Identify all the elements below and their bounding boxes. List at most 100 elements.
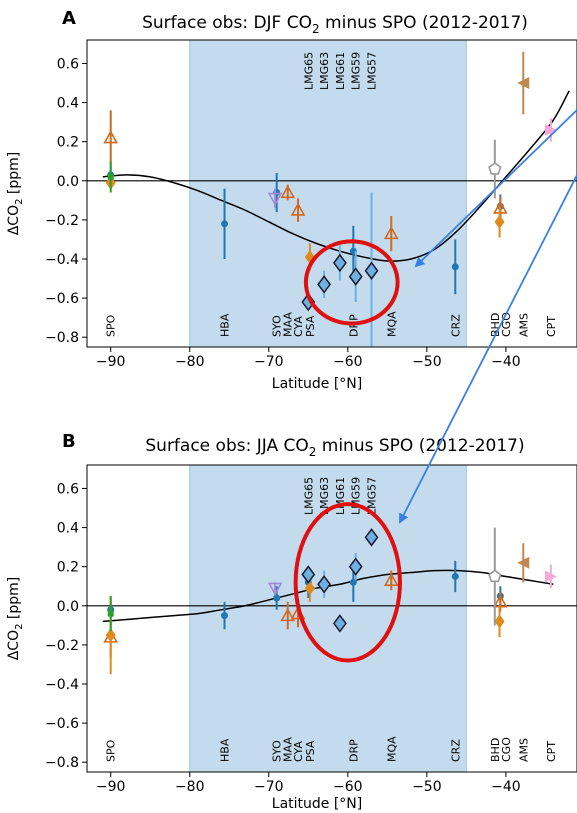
data-point <box>364 261 379 280</box>
cruise-label: LMG61 <box>334 477 347 515</box>
cruise-label: LMG65 <box>302 477 315 515</box>
data-point <box>383 572 399 586</box>
x-tick-label: −40 <box>491 354 521 370</box>
y-tick-label: 0.2 <box>57 560 79 576</box>
y-tick-label: −0.2 <box>45 213 79 229</box>
station-label: CRZ <box>449 739 462 762</box>
data-point <box>267 192 283 207</box>
y-tick-label: −0.2 <box>45 638 79 654</box>
y-axis-label: ΔCO2 [ppm] <box>6 577 25 661</box>
data-point <box>517 556 530 569</box>
data-point <box>317 575 332 594</box>
y-tick-label: −0.8 <box>45 755 79 771</box>
station-label: CGO <box>500 312 513 337</box>
data-point <box>451 263 459 271</box>
station-label: MQA <box>385 311 398 337</box>
axes-frame <box>86 39 577 348</box>
data-point <box>451 572 459 580</box>
cruise-label: LMG65 <box>302 52 315 90</box>
data-point <box>301 292 316 312</box>
x-tick-label: −50 <box>412 354 442 370</box>
x-tick-label: −90 <box>96 779 126 795</box>
y-tick-label: 0.4 <box>57 521 79 537</box>
data-point <box>301 565 316 584</box>
highlight-ellipse <box>303 239 400 326</box>
x-tick-label: −60 <box>333 779 363 795</box>
axes-frame <box>86 464 577 773</box>
x-tick-label: −90 <box>96 354 126 370</box>
y-tick-label: 0.2 <box>57 135 79 151</box>
cruise-label: LMG59 <box>350 477 363 515</box>
highlight-ellipse <box>293 502 402 663</box>
y-tick-label: 0.0 <box>57 599 79 615</box>
data-point <box>488 569 502 583</box>
station-label: CGO <box>500 737 513 762</box>
data-point <box>332 614 347 633</box>
annotation-arrow <box>399 174 577 524</box>
station-label: BHD <box>489 313 502 337</box>
data-point <box>349 578 357 586</box>
data-point <box>317 275 332 294</box>
data-point <box>332 253 347 273</box>
data-point <box>348 557 363 576</box>
cruise-label: LMG57 <box>366 52 379 90</box>
cruise-label: LMG59 <box>350 52 363 90</box>
station-label: SPO <box>105 314 118 337</box>
station-label: DRP <box>347 739 360 762</box>
y-axis-label: ΔCO2 [ppm] <box>6 152 25 236</box>
station-label: BHD <box>489 738 502 762</box>
cruise-label: LMG57 <box>366 477 379 515</box>
station-label: CYA <box>292 316 305 337</box>
chart-title: Surface obs: JJA CO2 minus SPO (2012-201… <box>145 436 524 459</box>
x-tick-label: −80 <box>175 779 205 795</box>
station-label: CPT <box>545 741 558 762</box>
x-tick-label: −60 <box>333 354 363 370</box>
cruise-label: LMG63 <box>318 52 331 90</box>
station-label: HBA <box>219 313 232 337</box>
x-tick-label: −80 <box>175 354 205 370</box>
data-point <box>105 628 116 643</box>
station-label: SYO <box>271 740 284 762</box>
y-tick-label: 0.4 <box>57 96 79 112</box>
x-axis-label: Latitude [°N] <box>272 796 362 812</box>
station-label: PSA <box>304 315 317 337</box>
cruise-label: LMG61 <box>334 52 347 90</box>
station-label: CPT <box>545 316 558 337</box>
data-point <box>348 267 363 286</box>
plot-area <box>87 465 577 772</box>
x-axis-label: Latitude [°N] <box>272 376 362 392</box>
shaded-region <box>189 465 467 772</box>
x-tick-label: −70 <box>254 779 284 795</box>
y-tick-label: −0.8 <box>45 330 79 346</box>
y-tick-label: 0.0 <box>57 174 79 190</box>
plot-area <box>87 40 577 347</box>
data-point <box>544 570 557 583</box>
data-point <box>544 123 557 136</box>
x-tick-label: −70 <box>254 354 284 370</box>
station-label: AMS <box>517 313 530 337</box>
y-tick-label: −0.4 <box>45 677 79 693</box>
data-point <box>280 184 296 199</box>
x-tick-label: −40 <box>491 779 521 795</box>
station-label: MQA <box>385 736 398 762</box>
data-point <box>364 528 379 547</box>
station-label: PSA <box>304 740 317 762</box>
shaded-region <box>189 40 467 347</box>
data-point <box>494 614 505 629</box>
annotation-arrow <box>414 109 577 268</box>
data-point <box>304 581 315 596</box>
data-point <box>221 220 229 228</box>
y-tick-label: −0.6 <box>45 291 79 307</box>
data-point <box>494 214 505 229</box>
data-point <box>290 202 306 216</box>
data-point <box>107 173 114 180</box>
station-label: CRZ <box>449 314 462 337</box>
data-point <box>280 607 296 622</box>
y-tick-label: 0.6 <box>57 56 79 72</box>
data-point <box>267 582 283 596</box>
station-label: SYO <box>271 315 284 337</box>
data-point <box>517 77 530 90</box>
